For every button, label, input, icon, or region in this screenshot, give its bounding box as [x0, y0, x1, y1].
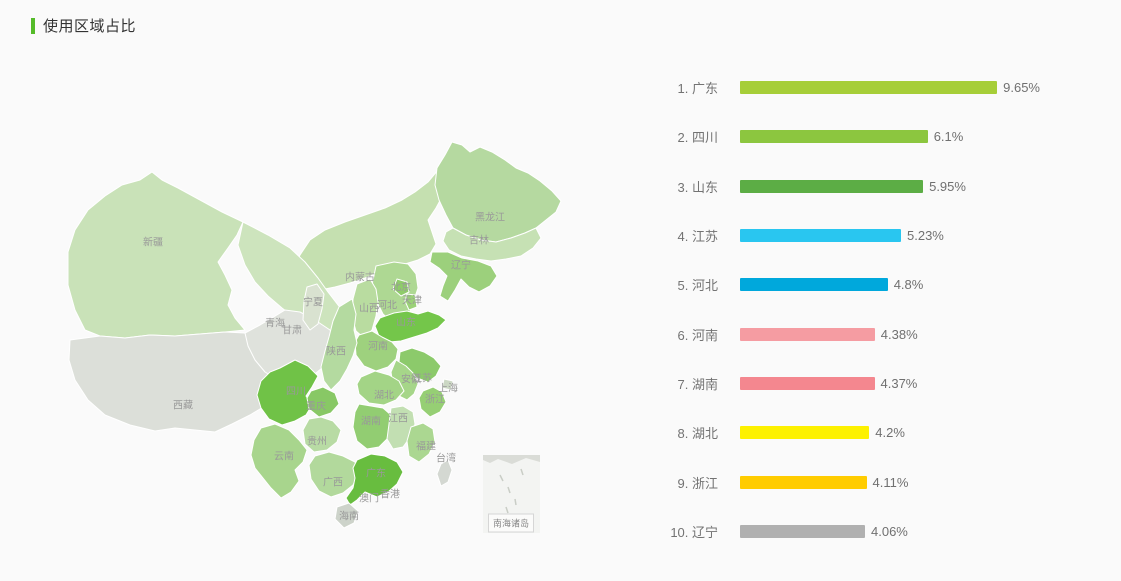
bar-track: 5.95%	[740, 179, 1040, 194]
ranking-row: 1. 广东 9.65%	[618, 63, 1098, 112]
usage-bar[interactable]	[740, 327, 875, 341]
map-province[interactable]	[442, 227, 542, 262]
map-province[interactable]	[320, 298, 358, 391]
map-province[interactable]	[308, 451, 360, 498]
map-province[interactable]	[67, 171, 246, 339]
rank-and-region-label: 8. 湖北	[677, 426, 718, 442]
map-province[interactable]	[406, 422, 436, 463]
map-province[interactable]	[434, 141, 562, 243]
usage-percent-label: 4.06%	[871, 523, 908, 539]
bar-track: 4.38%	[740, 327, 1040, 342]
inset-coastline	[483, 455, 540, 464]
south-china-sea-inset-label: 南海诸岛	[487, 513, 535, 533]
region-ranking-list: 1. 广东 9.65% 2. 四川 6.1% 3. 山东 5.95% 4. 江苏 5.23% 5…	[618, 63, 1098, 556]
ranking-row: 7. 湖南 4.37%	[618, 359, 1098, 408]
china-map-canvas	[67, 141, 562, 533]
map-province[interactable]	[250, 423, 308, 499]
usage-bar[interactable]	[740, 130, 928, 144]
inset-island-mark	[514, 498, 517, 506]
map-province[interactable]	[404, 293, 418, 311]
ranking-row: 5. 河北 4.8%	[618, 260, 1098, 309]
bar-track: 5.23%	[740, 228, 1040, 243]
map-province[interactable]	[429, 251, 498, 302]
map-province[interactable]	[418, 386, 447, 418]
usage-bar[interactable]	[740, 81, 998, 95]
rank-and-region-label: 1. 广东	[677, 81, 718, 97]
map-province[interactable]	[302, 416, 342, 453]
ranking-row: 10. 辽宁 4.06%	[618, 507, 1098, 556]
rank-and-region-label: 2. 四川	[677, 130, 718, 146]
bar-track: 4.37%	[740, 376, 1040, 391]
usage-percent-label: 4.11%	[872, 474, 909, 490]
rank-and-region-label: 6. 河南	[677, 327, 718, 343]
map-province[interactable]	[295, 145, 459, 291]
china-map: 新疆 西藏 内蒙古 甘肃 青海 宁夏 黑龙江 吉林 辽宁 河北 北京 天津 山西 山东 河南 陕西 江苏 安徽 上海…	[60, 55, 600, 580]
title-accent-bar	[31, 17, 35, 34]
usage-bar[interactable]	[740, 426, 870, 440]
bar-track: 6.1%	[740, 129, 1040, 144]
usage-bar[interactable]	[740, 376, 875, 390]
ranking-row: 4. 江苏 5.23%	[618, 211, 1098, 260]
map-province[interactable]	[256, 359, 319, 426]
bar-track: 9.65%	[740, 80, 1040, 95]
rank-and-region-label: 4. 江苏	[677, 229, 718, 245]
usage-percent-label: 4.2%	[875, 425, 905, 441]
map-province[interactable]	[356, 370, 405, 406]
usage-percent-label: 5.23%	[907, 228, 944, 244]
map-province[interactable]	[352, 403, 392, 450]
map-province[interactable]	[351, 278, 379, 339]
ranking-row: 3. 山东 5.95%	[618, 162, 1098, 211]
rank-and-region-label: 7. 湖南	[677, 376, 718, 392]
bar-track: 4.8%	[740, 277, 1040, 292]
inset-island-mark	[505, 506, 509, 514]
map-province[interactable]	[441, 378, 454, 391]
map-province[interactable]	[334, 502, 359, 529]
usage-bar[interactable]	[740, 278, 888, 292]
ranking-row: 9. 浙江 4.11%	[618, 457, 1098, 506]
map-province[interactable]	[345, 453, 404, 506]
usage-bar[interactable]	[740, 229, 901, 243]
inset-island-mark	[507, 486, 511, 494]
usage-percent-label: 5.95%	[929, 178, 966, 194]
bar-track: 4.2%	[740, 425, 1040, 440]
usage-percent-label: 4.38%	[880, 326, 918, 342]
ranking-row: 8. 湖北 4.2%	[618, 408, 1098, 457]
rank-and-region-label: 3. 山东	[677, 179, 718, 195]
bar-track: 4.11%	[740, 475, 1040, 490]
usage-percent-label: 9.65%	[1003, 80, 1040, 96]
map-province[interactable]	[392, 278, 410, 297]
usage-percent-label: 4.37%	[880, 375, 918, 391]
rank-and-region-label: 9. 浙江	[677, 475, 718, 491]
rank-and-region-label: 5. 河北	[677, 278, 718, 294]
map-province[interactable]	[354, 330, 399, 372]
usage-bar[interactable]	[740, 179, 924, 193]
rank-and-region-label: 10. 辽宁	[670, 524, 718, 540]
bar-track: 4.06%	[740, 524, 1040, 539]
ranking-row: 6. 河南 4.38%	[618, 309, 1098, 358]
map-province[interactable]	[306, 386, 340, 418]
usage-bar[interactable]	[740, 524, 865, 538]
map-province[interactable]	[436, 459, 453, 487]
usage-percent-label: 4.8%	[893, 277, 924, 293]
map-province[interactable]	[374, 310, 447, 343]
inset-island-mark	[499, 474, 504, 482]
map-province[interactable]	[302, 283, 325, 331]
usage-percent-label: 6.1%	[933, 129, 964, 145]
panel-title: 使用区域占比	[43, 18, 137, 35]
panel-header: 使用区域占比	[31, 15, 136, 36]
inset-island-mark	[520, 468, 524, 476]
usage-bar[interactable]	[740, 475, 867, 489]
ranking-row: 2. 四川 6.1%	[618, 112, 1098, 161]
